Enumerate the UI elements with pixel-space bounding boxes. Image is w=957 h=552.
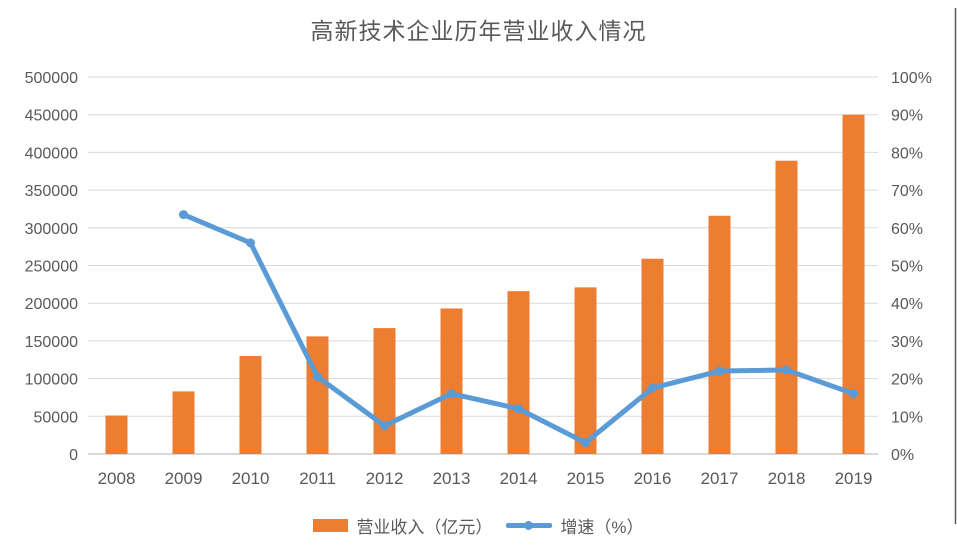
growth-point-2013	[447, 389, 456, 399]
bar-2014	[507, 291, 530, 454]
right-axis-tick-label: 40%	[891, 296, 923, 313]
left-axis-tick-label: 0	[69, 447, 78, 464]
bar-2017	[708, 215, 731, 454]
legend-item-growth: 增速（%）	[506, 513, 644, 538]
growth-point-2011	[313, 372, 322, 382]
right-axis-tick-label: 60%	[891, 221, 923, 238]
growth-point-2012	[380, 421, 389, 431]
bar-2009	[172, 391, 195, 454]
growth-point-2017	[715, 366, 724, 376]
growth-point-2014	[514, 404, 523, 414]
chart-title: 高新技术企业历年营业收入情况	[310, 19, 647, 45]
growth-series-swatch-icon	[506, 521, 553, 530]
bar-2012	[373, 328, 396, 454]
growth-point-2015	[581, 438, 590, 448]
right-axis-tick-label: 100%	[891, 70, 932, 87]
right-axis-tick-label: 90%	[891, 108, 923, 125]
x-axis-label-2010: 2010	[232, 469, 270, 488]
left-axis-tick-label: 250000	[25, 259, 78, 276]
x-axis-label-2013: 2013	[433, 469, 471, 488]
left-axis-tick-label: 400000	[25, 145, 78, 162]
bar-2008	[105, 415, 128, 454]
left-axis-tick-label: 50000	[34, 409, 79, 426]
growth-point-2009	[179, 210, 188, 220]
right-axis-tick-label: 70%	[891, 183, 923, 200]
x-axis-label-2016: 2016	[634, 469, 672, 488]
x-axis-label-2017: 2017	[701, 469, 739, 488]
right-axis-tick-label: 10%	[891, 409, 923, 426]
left-axis-tick-label: 500000	[25, 70, 78, 87]
growth-point-2016	[648, 383, 657, 393]
x-axis-label-2009: 2009	[165, 469, 203, 488]
right-axis-tick-label: 0%	[891, 447, 914, 464]
growth-point-2018	[782, 365, 791, 375]
left-axis-tick-label: 100000	[25, 372, 78, 389]
right-axis-tick-label: 30%	[891, 334, 923, 351]
legend-item-revenue: 营业收入（亿元）	[313, 513, 492, 538]
right-axis-tick-label: 50%	[891, 259, 923, 276]
growth-point-2010	[246, 238, 255, 248]
bar-2019	[842, 114, 865, 454]
x-axis-label-2011: 2011	[299, 469, 336, 488]
bar-2018	[775, 160, 798, 454]
bar-2013	[440, 308, 463, 454]
legend: 营业收入（亿元） 增速（%）	[0, 513, 957, 538]
left-axis-tick-label: 300000	[25, 221, 78, 238]
bar-2011	[306, 336, 329, 454]
revenue-series-swatch-icon	[313, 519, 349, 532]
bar-2016	[641, 258, 664, 454]
left-axis-tick-label: 450000	[25, 108, 78, 125]
x-axis-label-2014: 2014	[500, 469, 538, 488]
left-axis-tick-label: 150000	[25, 334, 78, 351]
right-axis-tick-label: 20%	[891, 372, 923, 389]
x-axis-label-2019: 2019	[835, 469, 873, 488]
bar-2010	[239, 355, 262, 454]
x-axis-label-2012: 2012	[366, 469, 404, 488]
x-axis-label-2015: 2015	[567, 469, 605, 488]
legend-revenue-label: 营业收入（亿元）	[356, 518, 493, 537]
x-axis-label-2018: 2018	[768, 469, 806, 488]
legend-growth-label: 增速（%）	[560, 518, 644, 537]
bar-2015	[574, 287, 597, 454]
growth-point-2019	[849, 389, 858, 399]
x-axis-label-2008: 2008	[98, 469, 136, 488]
left-axis-tick-label: 350000	[25, 183, 78, 200]
left-axis-tick-label: 200000	[25, 296, 78, 313]
right-axis-tick-label: 80%	[891, 145, 923, 162]
